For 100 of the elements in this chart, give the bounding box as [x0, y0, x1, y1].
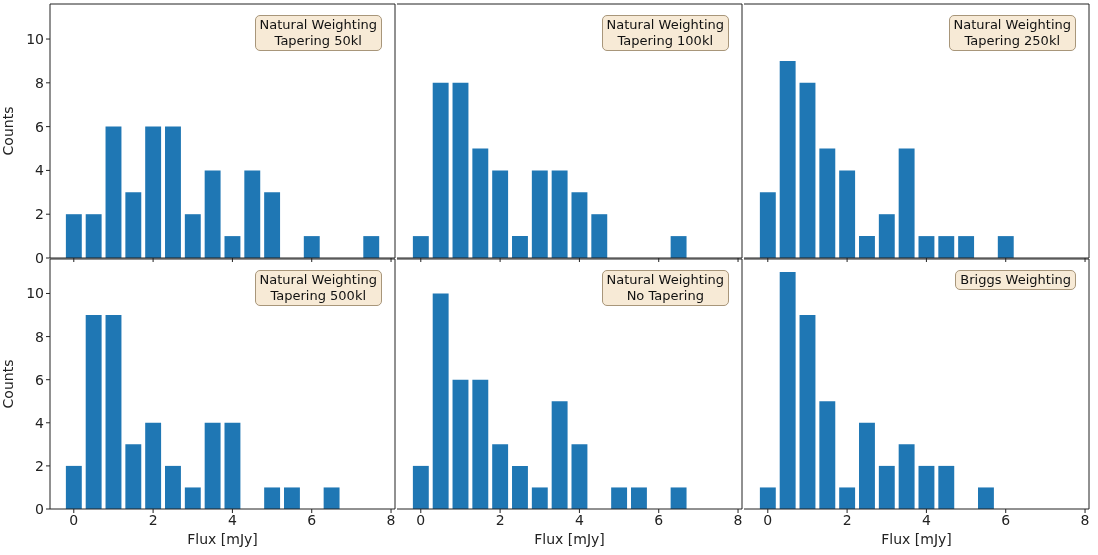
- bar: [492, 170, 509, 258]
- y-tick-label: 8: [35, 328, 44, 345]
- bar: [165, 465, 181, 509]
- annotation: Natural Weighting No Tapering: [601, 270, 729, 306]
- y-tick-label: 2: [35, 206, 44, 223]
- x-tick-label: 4: [921, 511, 931, 528]
- x-tick-label: 6: [654, 511, 664, 528]
- bar: [472, 148, 489, 258]
- x-tick-label: 8: [733, 511, 743, 528]
- bar: [85, 315, 102, 509]
- bar: [839, 487, 856, 509]
- bar: [759, 192, 776, 258]
- bar: [125, 192, 142, 258]
- bar: [839, 170, 856, 258]
- bar: [977, 487, 994, 509]
- bar: [997, 236, 1014, 258]
- x-tick-label: 6: [1001, 511, 1011, 528]
- x-tick-label: 8: [1080, 511, 1090, 528]
- bar: [512, 465, 528, 509]
- bar: [591, 214, 608, 258]
- bar: [412, 465, 429, 509]
- annotation: Natural Weighting Tapering 100kl: [601, 15, 729, 51]
- bar: [105, 315, 122, 509]
- bar: [264, 192, 281, 258]
- y-tick-label: 8: [35, 74, 44, 91]
- bar: [630, 487, 647, 509]
- y-tick-label: 6: [35, 371, 45, 388]
- bar: [819, 148, 836, 258]
- bar: [105, 126, 122, 258]
- bar: [145, 126, 162, 258]
- x-tick-label: 2: [495, 511, 505, 528]
- y-tick-label: 4: [35, 162, 45, 179]
- x-tick-label: 4: [227, 511, 237, 528]
- x-axis-title: Flux [mJy]: [187, 531, 258, 547]
- bar: [859, 422, 875, 509]
- bar: [551, 170, 568, 258]
- bar: [472, 379, 489, 509]
- bar: [938, 465, 955, 509]
- x-axis-title: Flux [mJy]: [534, 531, 605, 547]
- bar: [878, 465, 895, 509]
- bar: [412, 236, 429, 258]
- annotation: Natural Weighting Tapering 250kl: [948, 15, 1076, 51]
- bar: [898, 444, 915, 509]
- bar: [303, 236, 320, 258]
- bar: [85, 214, 102, 258]
- x-tick-label: 0: [763, 511, 773, 528]
- x-tick-label: 2: [842, 511, 852, 528]
- annotation: Natural Weighting Tapering 50kl: [254, 15, 382, 51]
- bar: [184, 487, 201, 509]
- bar: [670, 487, 687, 509]
- bar: [551, 401, 568, 509]
- bar: [204, 170, 221, 258]
- bar: [759, 487, 776, 509]
- annotation: Natural Weighting Tapering 500kl: [254, 270, 382, 306]
- annotation: Briggs Weighting: [955, 270, 1076, 290]
- bar: [145, 422, 162, 509]
- bar: [859, 236, 875, 258]
- bar: [432, 293, 449, 509]
- bar: [819, 401, 836, 509]
- bar: [432, 82, 449, 258]
- y-tick-label: 10: [26, 285, 44, 302]
- bar: [799, 82, 816, 258]
- bar: [452, 82, 469, 258]
- bar: [283, 487, 300, 509]
- y-tick-label: 6: [35, 118, 45, 135]
- y-axis-title: Counts: [0, 106, 16, 156]
- bar: [938, 236, 955, 258]
- y-tick-label: 0: [35, 500, 44, 517]
- bar: [244, 170, 261, 258]
- bar: [918, 465, 935, 509]
- x-tick-label: 0: [416, 511, 426, 528]
- bar: [571, 192, 588, 258]
- x-tick-label: 4: [574, 511, 584, 528]
- bar: [125, 444, 142, 509]
- y-tick-label: 0: [35, 249, 44, 266]
- bar: [878, 214, 895, 258]
- y-axis-title: Counts: [0, 359, 16, 409]
- x-tick-label: 2: [148, 511, 158, 528]
- bar: [264, 487, 281, 509]
- bar: [531, 487, 548, 509]
- x-axis-title: Flux [mJy]: [881, 531, 952, 547]
- bar: [492, 444, 509, 509]
- x-tick-label: 0: [69, 511, 79, 528]
- bar: [224, 422, 241, 509]
- bar: [611, 487, 628, 509]
- bar: [363, 236, 380, 258]
- bar: [224, 236, 241, 258]
- bar: [65, 214, 82, 258]
- bar: [799, 315, 816, 509]
- bar: [918, 236, 935, 258]
- y-tick-label: 10: [26, 31, 44, 47]
- bar: [779, 271, 796, 509]
- y-tick-label: 4: [35, 414, 45, 431]
- bar: [323, 487, 340, 509]
- bar: [779, 60, 796, 258]
- bar: [184, 214, 201, 258]
- y-tick-label: 2: [35, 457, 44, 474]
- bar: [512, 236, 528, 258]
- bar: [65, 465, 82, 509]
- bar: [204, 422, 221, 509]
